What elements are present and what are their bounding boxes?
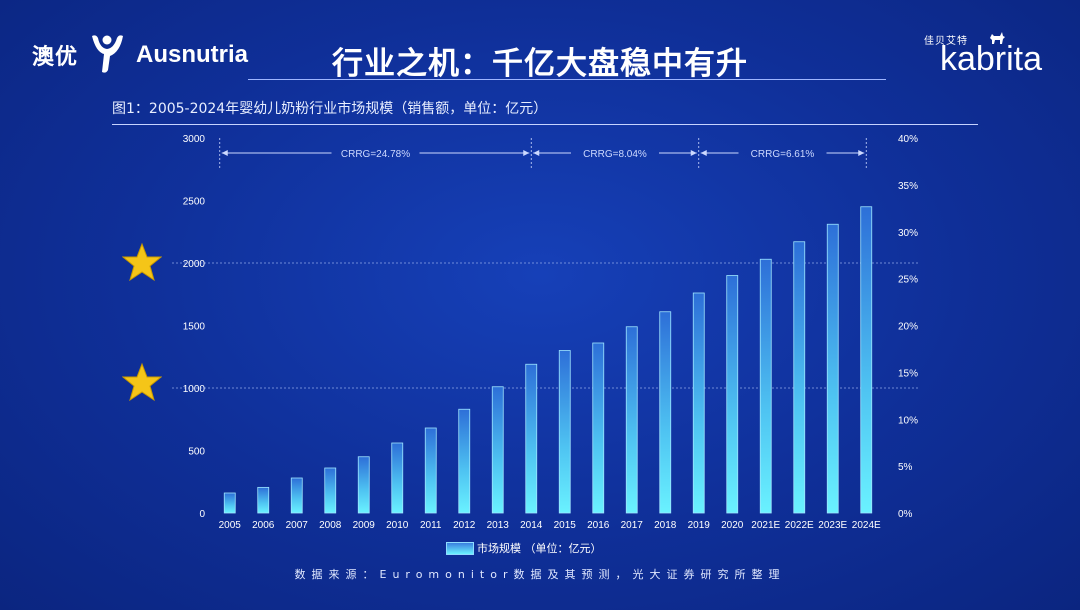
brand-logo-left: 澳优 Ausnutria xyxy=(32,30,248,80)
bar-2019 xyxy=(692,292,705,514)
bar-2017 xyxy=(625,326,638,514)
bar-2016 xyxy=(592,342,605,514)
y-tick-label: 2000 xyxy=(183,259,206,270)
bar-2018 xyxy=(659,311,672,514)
legend-label: 市场规模 （单位：亿元） xyxy=(477,542,602,555)
chart-title-divider xyxy=(112,124,978,125)
x-tick-label: 2015 xyxy=(554,520,577,531)
bar-2012 xyxy=(458,408,471,514)
brand-logo-right: 佳贝艾特 kabrita xyxy=(924,30,1042,79)
y-tick-label: 3000 xyxy=(183,134,206,145)
person-jumping-icon xyxy=(86,30,128,80)
y-tick-label: 1000 xyxy=(183,384,206,395)
x-tick-label: 2009 xyxy=(353,520,376,531)
x-tick-label: 2012 xyxy=(453,520,476,531)
brand-name-cn: 澳优 xyxy=(32,45,79,70)
y-tick-label: 2500 xyxy=(183,197,206,208)
chart-title: 图1：2005-2024年婴幼儿奶粉行业市场规模（销售额，单位：亿元） xyxy=(112,101,548,117)
y2-tick-label: 5% xyxy=(898,462,913,473)
cagr-label: CRRG=8.04% xyxy=(583,149,647,160)
y2-tick-label: 30% xyxy=(898,228,918,239)
y2-tick-label: 25% xyxy=(898,275,918,286)
x-tick-label: 2011 xyxy=(420,520,442,531)
brand-right-name-en: kabrita xyxy=(939,40,1042,78)
x-tick-label: 2019 xyxy=(688,520,711,531)
bar-2005 xyxy=(223,492,236,514)
bar-2013 xyxy=(491,386,504,514)
bar-2020 xyxy=(726,275,739,514)
title-divider xyxy=(248,79,886,80)
bar-2014 xyxy=(525,363,538,514)
y-tick-label: 500 xyxy=(188,447,205,458)
bar-2015 xyxy=(558,350,571,514)
x-tick-label: 2005 xyxy=(219,520,242,531)
y2-tick-label: 15% xyxy=(898,368,918,379)
x-tick-label: 2010 xyxy=(386,520,409,531)
bar-2007 xyxy=(290,477,303,514)
y-tick-label: 1500 xyxy=(183,322,206,333)
bar-2021E xyxy=(759,258,772,514)
x-tick-label: 2021E xyxy=(751,520,780,531)
bar-2023E xyxy=(826,223,839,514)
bar-2022E xyxy=(793,241,806,514)
bar-2010 xyxy=(391,442,404,514)
bar-2011 xyxy=(424,427,437,514)
bar-2009 xyxy=(357,456,370,514)
source-note: 数据来源：Euromonitor数据及其预测，光大证券研究所整理 xyxy=(294,568,786,581)
x-tick-label: 2007 xyxy=(286,520,309,531)
page-title: 行业之机：千亿大盘稳中有升 xyxy=(332,46,748,82)
y2-tick-label: 20% xyxy=(898,322,918,333)
x-tick-label: 2006 xyxy=(252,520,275,531)
chart-legend: 市场规模 （单位：亿元） xyxy=(446,540,602,556)
annotation-arrowhead xyxy=(523,150,530,156)
x-tick-label: 2014 xyxy=(520,520,543,531)
goat-icon xyxy=(988,30,1006,50)
x-tick-label: 2008 xyxy=(319,520,342,531)
bar-2008 xyxy=(324,467,337,514)
y-tick-label: 0 xyxy=(199,509,205,520)
x-tick-label: 2023E xyxy=(818,520,847,531)
star-icon xyxy=(121,242,163,286)
annotation-arrowhead xyxy=(221,150,228,156)
x-tick-label: 2013 xyxy=(487,520,510,531)
x-tick-label: 2024E xyxy=(852,520,881,531)
x-tick-label: 2020 xyxy=(721,520,744,531)
y2-tick-label: 0% xyxy=(898,509,913,520)
annotation-arrowhead xyxy=(858,150,865,156)
star-icon xyxy=(121,362,163,406)
annotation-arrowhead xyxy=(533,150,540,156)
cagr-label: CRRG=6.61% xyxy=(751,149,815,160)
x-tick-label: 2017 xyxy=(621,520,644,531)
legend-swatch xyxy=(446,541,474,555)
annotation-arrowhead xyxy=(690,150,697,156)
annotation-arrowhead xyxy=(700,150,707,156)
x-tick-label: 2016 xyxy=(587,520,610,531)
bar-2006 xyxy=(257,486,270,514)
brand-name-en: Ausnutria xyxy=(136,41,249,68)
y2-tick-label: 35% xyxy=(898,181,918,192)
y2-tick-label: 10% xyxy=(898,415,918,426)
brand-right-name-cn: 佳贝艾特 xyxy=(924,36,968,47)
bar-2024E xyxy=(860,206,873,514)
cagr-label: CRRG=24.78% xyxy=(341,149,410,160)
y2-tick-label: 40% xyxy=(898,134,918,145)
x-tick-label: 2018 xyxy=(654,520,677,531)
x-tick-label: 2022E xyxy=(785,520,814,531)
